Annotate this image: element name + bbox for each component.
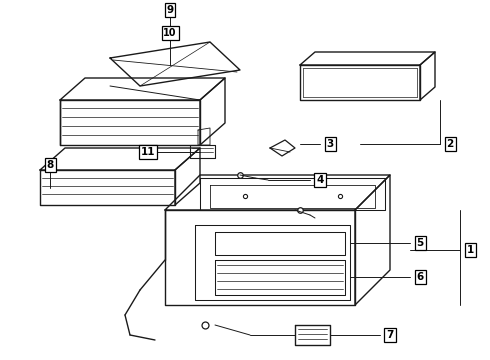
Text: 7: 7 [386, 330, 393, 340]
Text: 5: 5 [416, 238, 424, 248]
Text: 3: 3 [326, 139, 334, 149]
Text: 2: 2 [446, 139, 454, 149]
Text: 9: 9 [167, 5, 173, 15]
Text: 11: 11 [141, 147, 155, 157]
Text: 1: 1 [466, 245, 474, 255]
Text: 10: 10 [163, 28, 177, 38]
Text: 4: 4 [317, 175, 324, 185]
Text: 6: 6 [416, 272, 424, 282]
Text: 8: 8 [47, 160, 53, 170]
